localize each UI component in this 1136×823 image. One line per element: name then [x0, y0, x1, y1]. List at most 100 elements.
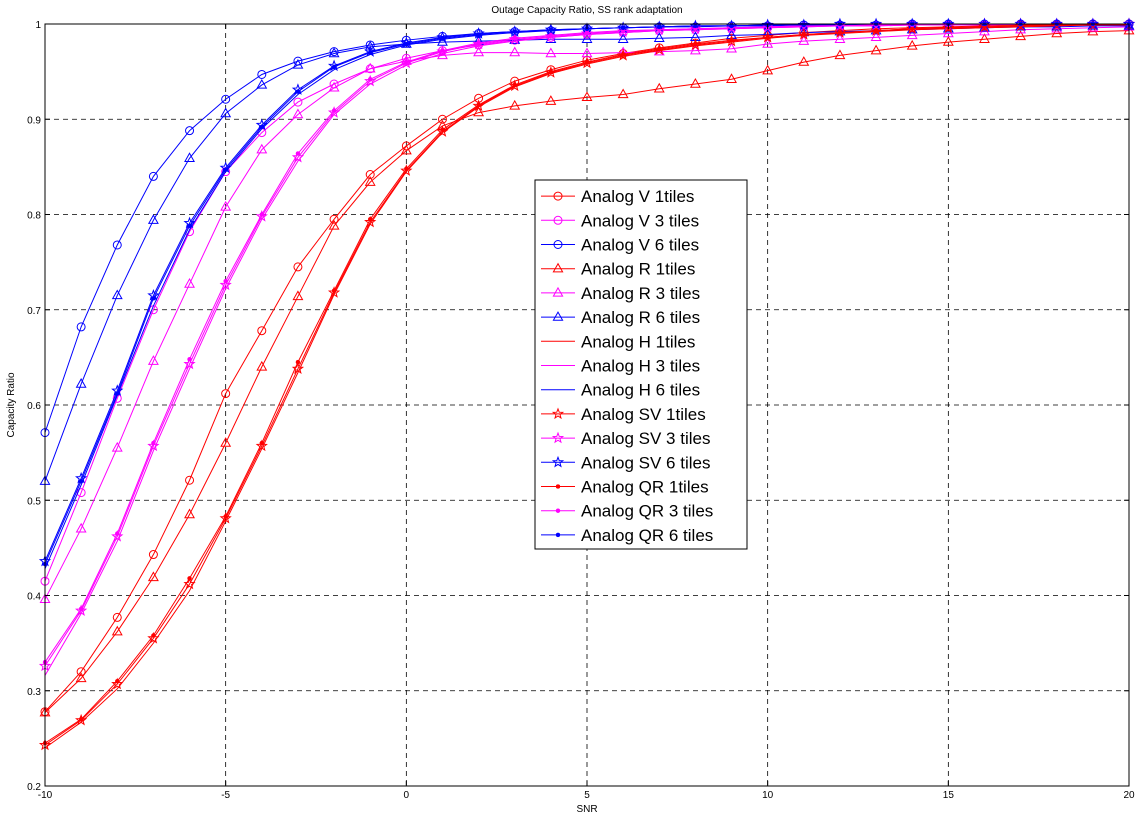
data-point	[512, 29, 517, 34]
data-point	[729, 37, 734, 43]
data-point	[404, 59, 409, 65]
y-tick-label: 0.2	[27, 782, 41, 793]
legend-item: Analog H 1tiles	[541, 332, 695, 351]
legend-label: Analog H 3 tiles	[581, 357, 700, 376]
data-point	[365, 169, 375, 179]
legend-item: Analog H 6 tiles	[541, 381, 700, 400]
data-point	[76, 488, 86, 498]
data-point	[473, 46, 485, 57]
data-point	[1015, 30, 1027, 41]
data-point	[221, 389, 231, 399]
legend-swatch-marker	[552, 286, 564, 297]
data-point	[293, 262, 303, 272]
x-tick-label: 20	[1123, 790, 1135, 801]
data-point	[223, 167, 228, 172]
data-point	[115, 678, 120, 684]
data-point	[620, 25, 626, 31]
data-point	[219, 278, 232, 291]
data-point	[184, 508, 195, 519]
data-point	[187, 576, 192, 581]
data-point	[291, 362, 305, 375]
data-point	[112, 612, 122, 622]
data-point	[548, 69, 554, 74]
data-point	[367, 50, 373, 55]
data-point	[545, 47, 557, 58]
data-point	[653, 32, 665, 42]
data-point	[801, 32, 807, 37]
data-point	[115, 531, 120, 536]
data-point	[147, 439, 160, 452]
legend-swatch-marker	[551, 431, 565, 444]
data-point	[617, 33, 629, 43]
legend-label: Analog H 1tiles	[581, 332, 695, 351]
data-point	[75, 522, 87, 533]
data-point	[292, 108, 304, 119]
legend-label: Analog SV 6 tiles	[581, 453, 710, 472]
data-point	[657, 46, 662, 52]
data-point	[512, 36, 517, 41]
data-point	[364, 62, 376, 73]
data-point	[762, 37, 774, 48]
data-point	[221, 94, 231, 104]
legend-item: Analog H 3 tiles	[541, 357, 700, 376]
data-point	[584, 59, 590, 65]
legend-box	[534, 179, 748, 550]
data-point	[184, 278, 195, 288]
legend-label: Analog SV 1tiles	[581, 405, 706, 424]
data-point	[257, 326, 267, 336]
data-point	[617, 88, 629, 99]
data-point	[509, 46, 521, 57]
legend-item: Analog SV 6 tiles	[541, 453, 710, 472]
data-point	[259, 212, 265, 217]
legend-swatch-marker	[555, 532, 561, 538]
data-point	[367, 76, 373, 82]
data-point	[693, 41, 698, 47]
data-point	[364, 74, 377, 87]
data-point	[404, 41, 409, 47]
data-point	[436, 125, 449, 137]
data-point	[220, 107, 232, 118]
data-point	[440, 48, 445, 53]
data-point	[147, 214, 159, 224]
legend-swatch-marker	[553, 191, 563, 201]
legend-item: Analog SV 1tiles	[541, 405, 706, 424]
legend-label: Analog QR 3 tiles	[581, 502, 713, 521]
data-point	[873, 28, 879, 33]
legend-item: Analog SV 3 tiles	[541, 429, 710, 448]
data-point	[476, 40, 481, 46]
legend-item: Analog QR 3 tiles	[541, 502, 713, 521]
data-point	[364, 215, 377, 228]
x-tick-label: 10	[762, 790, 774, 801]
legend-label: Analog R 6 tiles	[581, 308, 700, 327]
data-point	[185, 475, 195, 485]
data-point	[404, 166, 409, 172]
legend-swatch-marker	[551, 455, 565, 468]
axis-ticks: -10 -5 0 5 10 15 20 0.2 0.3 0.4 0.5 0.6 0.7 0.8 0.9 1	[27, 20, 1135, 801]
y-tick-label: 0.9	[27, 115, 41, 126]
x-tick-label: -10	[38, 790, 53, 801]
data-point	[78, 606, 84, 612]
data-point	[295, 359, 301, 365]
data-point	[76, 322, 86, 332]
y-tick-label: 1	[35, 20, 41, 31]
data-point	[693, 23, 698, 29]
data-point	[184, 152, 195, 163]
data-point	[111, 289, 123, 300]
data-point	[111, 625, 123, 636]
data-point	[223, 278, 228, 284]
legend-swatch-marker	[551, 407, 565, 420]
legend-label: Analog V 6 tiles	[581, 236, 699, 255]
data-point	[437, 114, 447, 124]
data-point	[581, 33, 593, 43]
data-point	[401, 141, 411, 151]
y-tick-label: 0.6	[27, 401, 41, 412]
data-point	[906, 39, 918, 50]
data-point	[328, 47, 340, 58]
y-tick-label: 0.4	[27, 592, 41, 603]
data-point	[256, 360, 268, 371]
x-tick-label: 5	[584, 790, 590, 801]
legend-label: Analog R 3 tiles	[581, 284, 700, 303]
data-point	[729, 23, 734, 29]
legend-label: Analog SV 3 tiles	[581, 429, 710, 448]
